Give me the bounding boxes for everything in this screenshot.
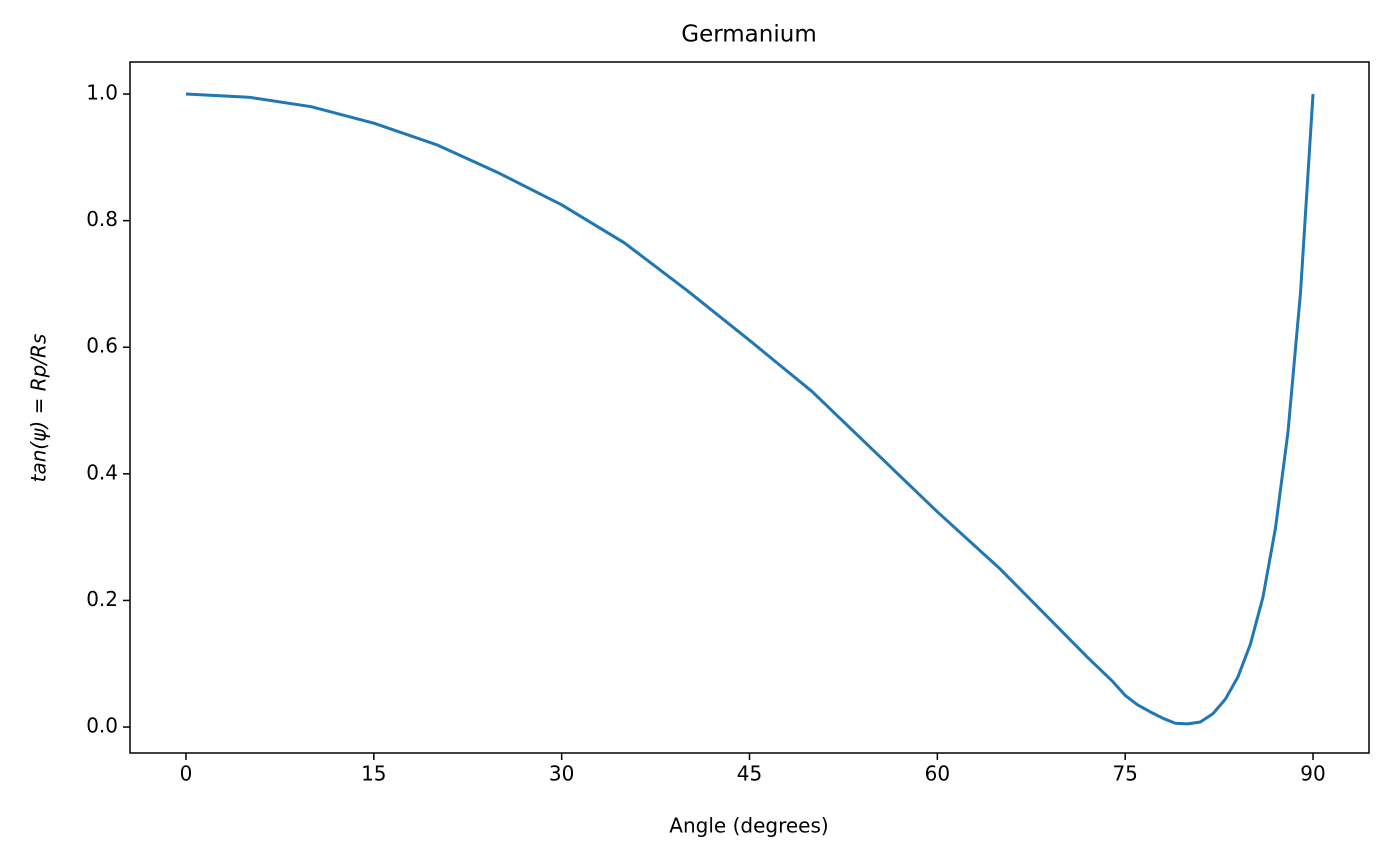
y-tick-label: 0.0 xyxy=(86,714,118,738)
y-tick-label: 0.2 xyxy=(86,587,118,611)
x-tick-label: 15 xyxy=(361,762,386,786)
x-tick-label: 0 xyxy=(180,762,193,786)
plot-frame xyxy=(129,61,1370,754)
y-tick-label: 0.8 xyxy=(86,207,118,231)
y-tick-label: 1.0 xyxy=(86,81,118,105)
x-tick-label: 30 xyxy=(549,762,574,786)
y-tick-label: 0.4 xyxy=(86,460,118,484)
x-tick-label: 45 xyxy=(737,762,762,786)
line-series xyxy=(185,92,1315,726)
chart-title: Germanium xyxy=(681,22,816,48)
y-tick-label: 0.6 xyxy=(86,334,118,358)
x-tick-label: 75 xyxy=(1112,762,1137,786)
x-axis-label: Angle (degrees) xyxy=(669,814,828,838)
x-tick-label: 60 xyxy=(925,762,950,786)
x-tick-label: 90 xyxy=(1300,762,1325,786)
y-axis-label: tan(ψ) = Rp/Rs xyxy=(27,334,51,483)
